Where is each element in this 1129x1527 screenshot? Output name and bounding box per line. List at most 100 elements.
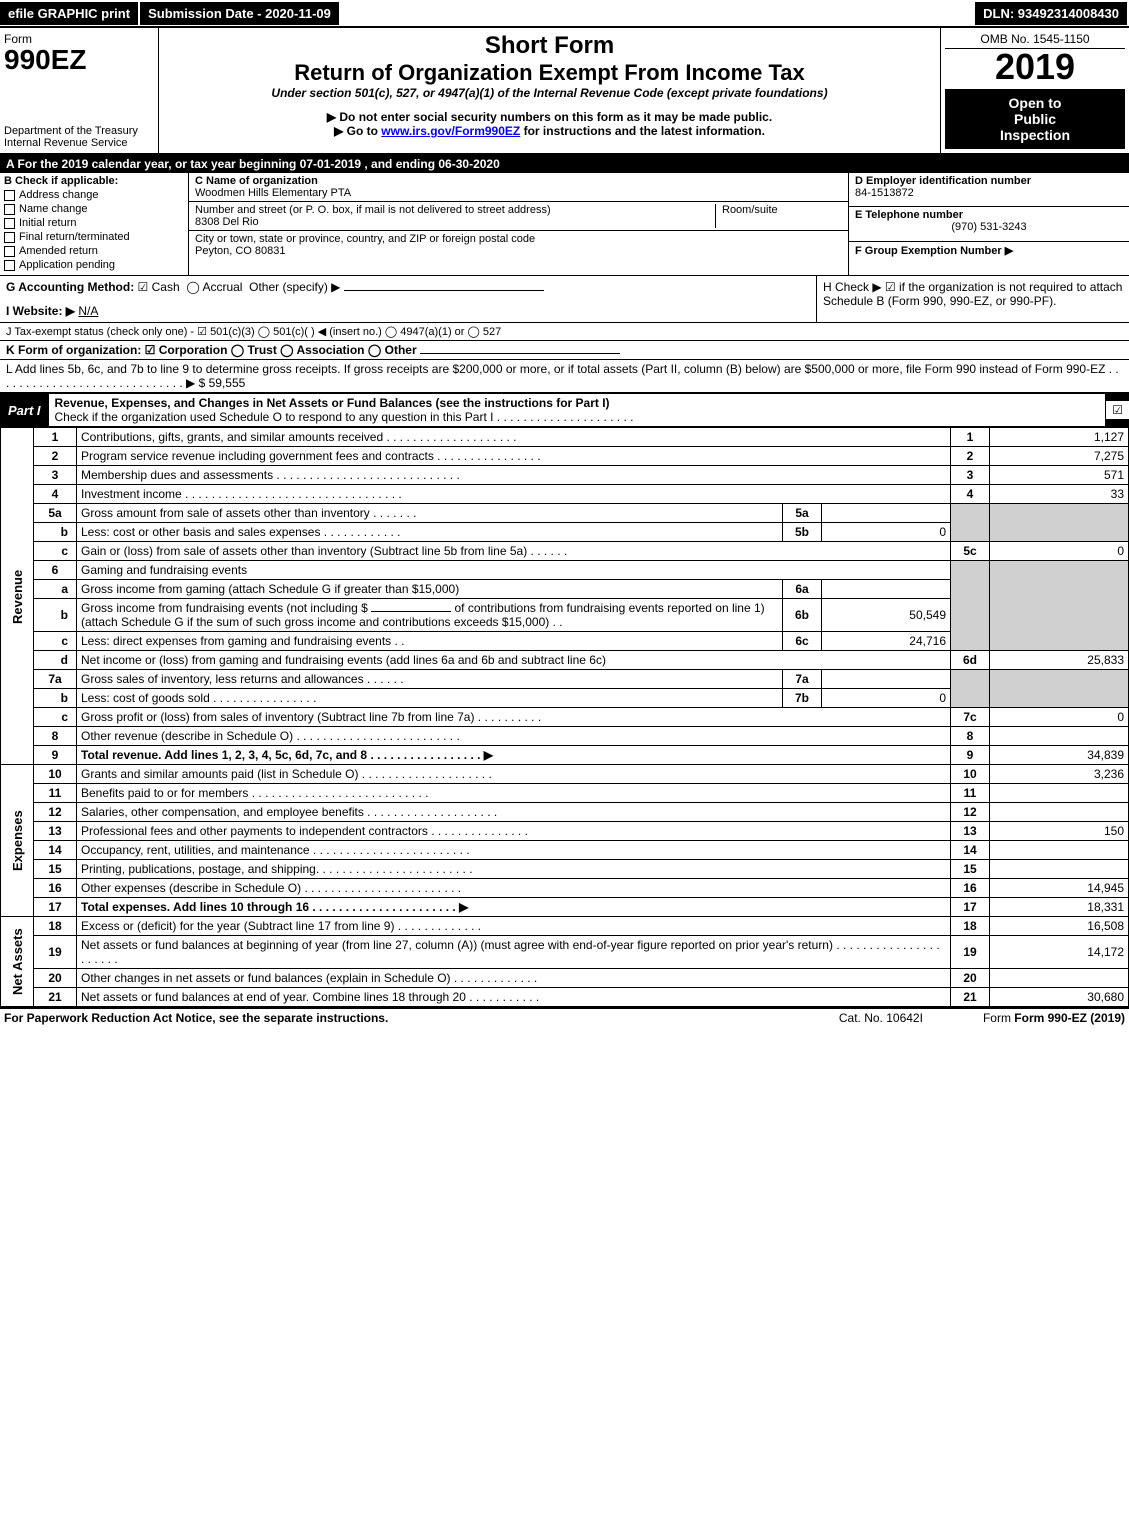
line-num: 11 (34, 784, 77, 803)
check-column: B Check if applicable: Address change Na… (0, 173, 189, 275)
cb-amended-return[interactable]: Amended return (4, 245, 184, 257)
line-num: 21 (34, 988, 77, 1007)
line-val: 0 (990, 708, 1129, 727)
line-midval (822, 670, 951, 689)
line-num: 20 (34, 969, 77, 988)
line-rnum: 15 (951, 860, 990, 879)
line-num: 17 (34, 898, 77, 917)
line-desc: Investment income . . . . . . . . . . . … (77, 485, 951, 504)
line-rnum: 19 (951, 936, 990, 969)
line-num: 14 (34, 841, 77, 860)
table-row: 17 Total expenses. Add lines 10 through … (1, 898, 1129, 917)
city-label: City or town, state or province, country… (195, 233, 842, 245)
b-label: B Check if applicable: (4, 175, 184, 187)
line-midnum: 5a (783, 504, 822, 523)
line-desc: Other expenses (describe in Schedule O) … (77, 879, 951, 898)
table-row: 2 Program service revenue including gove… (1, 447, 1129, 466)
line-val (990, 969, 1129, 988)
line-midval: 0 (822, 523, 951, 542)
grey-cell (951, 504, 990, 542)
table-row: c Gain or (loss) from sale of assets oth… (1, 542, 1129, 561)
table-row: 13 Professional fees and other payments … (1, 822, 1129, 841)
room-suite: Room/suite (715, 204, 842, 228)
cb-application-pending-label: Application pending (19, 259, 115, 271)
line-val: 0 (990, 542, 1129, 561)
line-desc: Gain or (loss) from sale of assets other… (77, 542, 951, 561)
form-header: Form 990EZ Department of the Treasury In… (0, 28, 1129, 155)
line-num: b (34, 599, 77, 632)
table-row: 19 Net assets or fund balances at beginn… (1, 936, 1129, 969)
line-desc: Net assets or fund balances at end of ye… (77, 988, 951, 1007)
dln-label: DLN: 93492314008430 (975, 2, 1127, 25)
k-label: K Form of organization: ☑ Corporation ◯ … (6, 343, 417, 357)
line-val: 571 (990, 466, 1129, 485)
line-midnum: 7b (783, 689, 822, 708)
line-midval (822, 580, 951, 599)
irs-link[interactable]: www.irs.gov/Form990EZ (381, 124, 520, 138)
line-rnum: 18 (951, 917, 990, 936)
line-midnum: 6b (783, 599, 822, 632)
line-num: 12 (34, 803, 77, 822)
street-label: Number and street (or P. O. box, if mail… (195, 204, 715, 216)
g-other: Other (specify) ▶ (249, 280, 340, 294)
form-reference: Form Form 990-EZ (2019) (983, 1011, 1125, 1025)
line-num: 4 (34, 485, 77, 504)
check-applicable-section: B Check if applicable: Address change Na… (0, 173, 1129, 276)
line-num: b (34, 689, 77, 708)
line-num: 10 (34, 765, 77, 784)
period-row: A For the 2019 calendar year, or tax yea… (0, 155, 1129, 173)
line-rnum: 3 (951, 466, 990, 485)
line-midnum: 6a (783, 580, 822, 599)
row-gh: G Accounting Method: ☑ Cash ◯ Accrual Ot… (0, 276, 1129, 323)
line-desc: Less: cost or other basis and sales expe… (77, 523, 783, 542)
line-desc: Gross income from gaming (attach Schedul… (77, 580, 783, 599)
open-to-public: Open to Public Inspection (945, 89, 1125, 149)
cb-name-change[interactable]: Name change (4, 203, 184, 215)
line-desc: Net income or (loss) from gaming and fun… (77, 651, 951, 670)
line-num: a (34, 580, 77, 599)
efile-print-button[interactable]: efile GRAPHIC print (0, 2, 138, 25)
i-value: N/A (78, 304, 98, 318)
footer: For Paperwork Reduction Act Notice, see … (0, 1007, 1129, 1027)
line-midval: 50,549 (822, 599, 951, 632)
checkbox-icon (4, 218, 15, 229)
line-num: 6 (34, 561, 77, 580)
cb-final-return[interactable]: Final return/terminated (4, 231, 184, 243)
cb-application-pending[interactable]: Application pending (4, 259, 184, 271)
note-goto: ▶ Go to www.irs.gov/Form990EZ for instru… (167, 124, 932, 138)
line-val: 1,127 (990, 428, 1129, 447)
cb-name-change-label: Name change (19, 203, 88, 215)
cb-initial-return[interactable]: Initial return (4, 217, 184, 229)
line-num: 7a (34, 670, 77, 689)
revenue-side-label: Revenue (1, 428, 34, 765)
city-value: Peyton, CO 80831 (195, 245, 842, 257)
line-val: 7,275 (990, 447, 1129, 466)
d-ein-label: D Employer identification number (855, 175, 1031, 187)
cb-amended-return-label: Amended return (19, 245, 98, 257)
table-row: Net Assets 18 Excess or (deficit) for th… (1, 917, 1129, 936)
short-form-title: Short Form (167, 32, 932, 60)
line-rnum: 17 (951, 898, 990, 917)
part1-checkbox[interactable]: ☑ (1105, 401, 1129, 419)
line-num: 18 (34, 917, 77, 936)
checkbox-icon (4, 260, 15, 271)
line-rnum: 14 (951, 841, 990, 860)
line-desc: Occupancy, rent, utilities, and maintena… (77, 841, 951, 860)
table-row: 9 Total revenue. Add lines 1, 2, 3, 4, 5… (1, 746, 1129, 765)
line-rnum: 16 (951, 879, 990, 898)
cb-address-change-label: Address change (19, 189, 99, 201)
e-phone-label: E Telephone number (855, 209, 963, 221)
line-desc: Gross income from fundraising events (no… (77, 599, 783, 632)
table-row: 21 Net assets or fund balances at end of… (1, 988, 1129, 1007)
cb-address-change[interactable]: Address change (4, 189, 184, 201)
i-website-row: I Website: ▶ N/A (6, 304, 810, 318)
line-val: 14,172 (990, 936, 1129, 969)
line-val (990, 784, 1129, 803)
grey-cell (990, 561, 1129, 651)
line-desc: Other revenue (describe in Schedule O) .… (77, 727, 951, 746)
top-bar: efile GRAPHIC print Submission Date - 20… (0, 0, 1129, 28)
table-row: 3 Membership dues and assessments . . . … (1, 466, 1129, 485)
paperwork-notice: For Paperwork Reduction Act Notice, see … (4, 1011, 388, 1025)
table-row: Expenses 10 Grants and similar amounts p… (1, 765, 1129, 784)
table-row: c Gross profit or (loss) from sales of i… (1, 708, 1129, 727)
